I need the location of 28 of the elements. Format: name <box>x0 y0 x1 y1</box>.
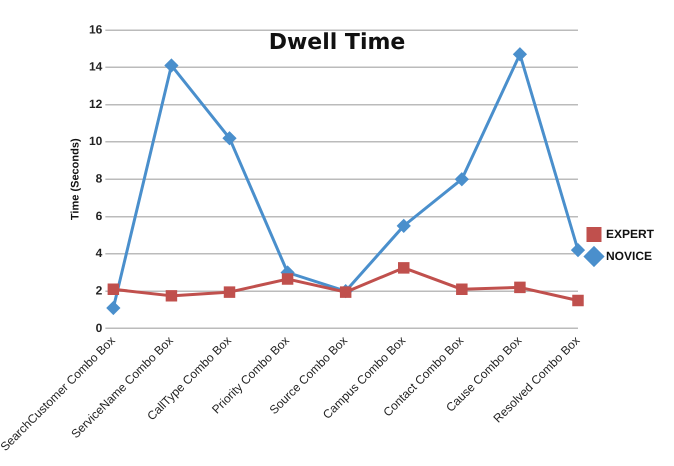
y-tick-label: 16 <box>88 22 103 36</box>
y-tick-label: 14 <box>88 60 103 74</box>
point <box>223 132 236 145</box>
point <box>282 273 294 285</box>
chart-title: Dwell Time <box>268 30 406 55</box>
y-tick-label: 8 <box>96 172 103 186</box>
point <box>513 48 526 61</box>
point <box>164 58 178 72</box>
legend-label: NOVICE <box>606 248 652 263</box>
y-tick-label: 0 <box>96 320 103 335</box>
point <box>455 172 468 186</box>
point <box>456 284 468 296</box>
point <box>398 262 410 274</box>
y-tick-label: 2 <box>96 283 103 298</box>
point <box>108 284 120 296</box>
y-tick-label: 12 <box>88 96 103 111</box>
y-tick-label: 6 <box>96 208 103 223</box>
point <box>572 294 584 306</box>
point <box>571 244 584 257</box>
point <box>224 286 236 298</box>
legend-label: EXPERT <box>606 226 655 241</box>
y-tick-label: 10 <box>88 134 103 148</box>
y-axis-title: Time (Seconds) <box>69 138 82 220</box>
point <box>397 219 410 232</box>
y-tick-label: 4 <box>96 246 103 260</box>
point <box>106 301 120 314</box>
point <box>166 290 178 302</box>
point <box>514 282 526 294</box>
